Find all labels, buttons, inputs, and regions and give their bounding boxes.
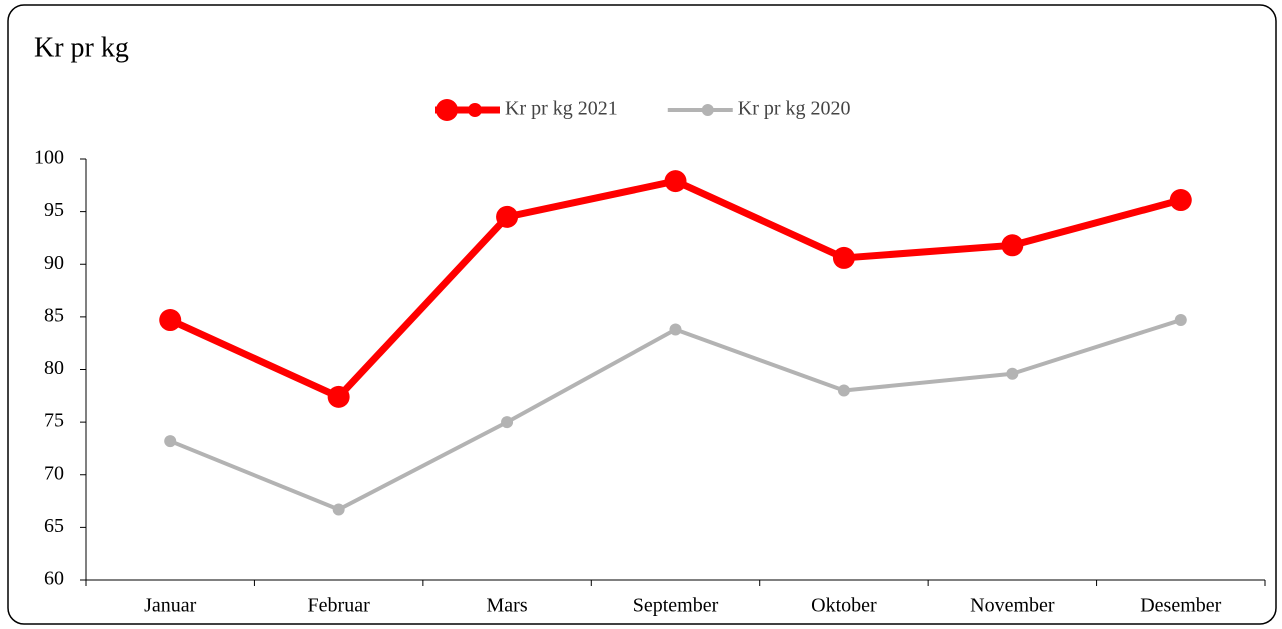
marker [1001, 234, 1024, 257]
marker [1169, 189, 1192, 212]
marker [332, 503, 345, 516]
y-tick-label: 60 [44, 568, 64, 590]
marker [1006, 367, 1019, 380]
legend-marker [468, 103, 482, 117]
legend-marker [436, 99, 458, 121]
y-tick-label: 80 [44, 357, 64, 379]
marker [1174, 314, 1187, 327]
chart-title: Kr pr kg [34, 32, 129, 63]
marker [496, 205, 519, 228]
legend-label: Kr pr kg 2020 [738, 98, 851, 120]
marker [327, 385, 350, 408]
y-tick-label: 85 [44, 304, 64, 326]
chart-border [7, 4, 1277, 625]
x-tick-label: Desember [1140, 595, 1221, 617]
x-tick-label: Oktober [811, 595, 877, 617]
y-tick-label: 95 [44, 199, 64, 221]
y-tick-label: 90 [44, 252, 64, 274]
marker [837, 384, 850, 397]
x-tick-label: November [970, 595, 1055, 617]
y-tick-label: 65 [44, 515, 64, 537]
y-tick-label: 100 [34, 147, 64, 169]
x-tick-label: Mars [487, 595, 528, 617]
marker [669, 323, 682, 336]
legend-label: Kr pr kg 2021 [505, 98, 618, 120]
x-tick-label: September [633, 595, 719, 617]
marker [164, 435, 177, 448]
y-tick-label: 70 [44, 462, 64, 484]
x-tick-label: Februar [308, 595, 371, 617]
marker [159, 309, 182, 332]
y-tick-label: 75 [44, 410, 64, 432]
marker [664, 170, 687, 193]
legend-marker [701, 104, 714, 116]
marker [832, 246, 855, 269]
x-tick-label: Januar [144, 595, 197, 617]
marker [501, 416, 514, 429]
